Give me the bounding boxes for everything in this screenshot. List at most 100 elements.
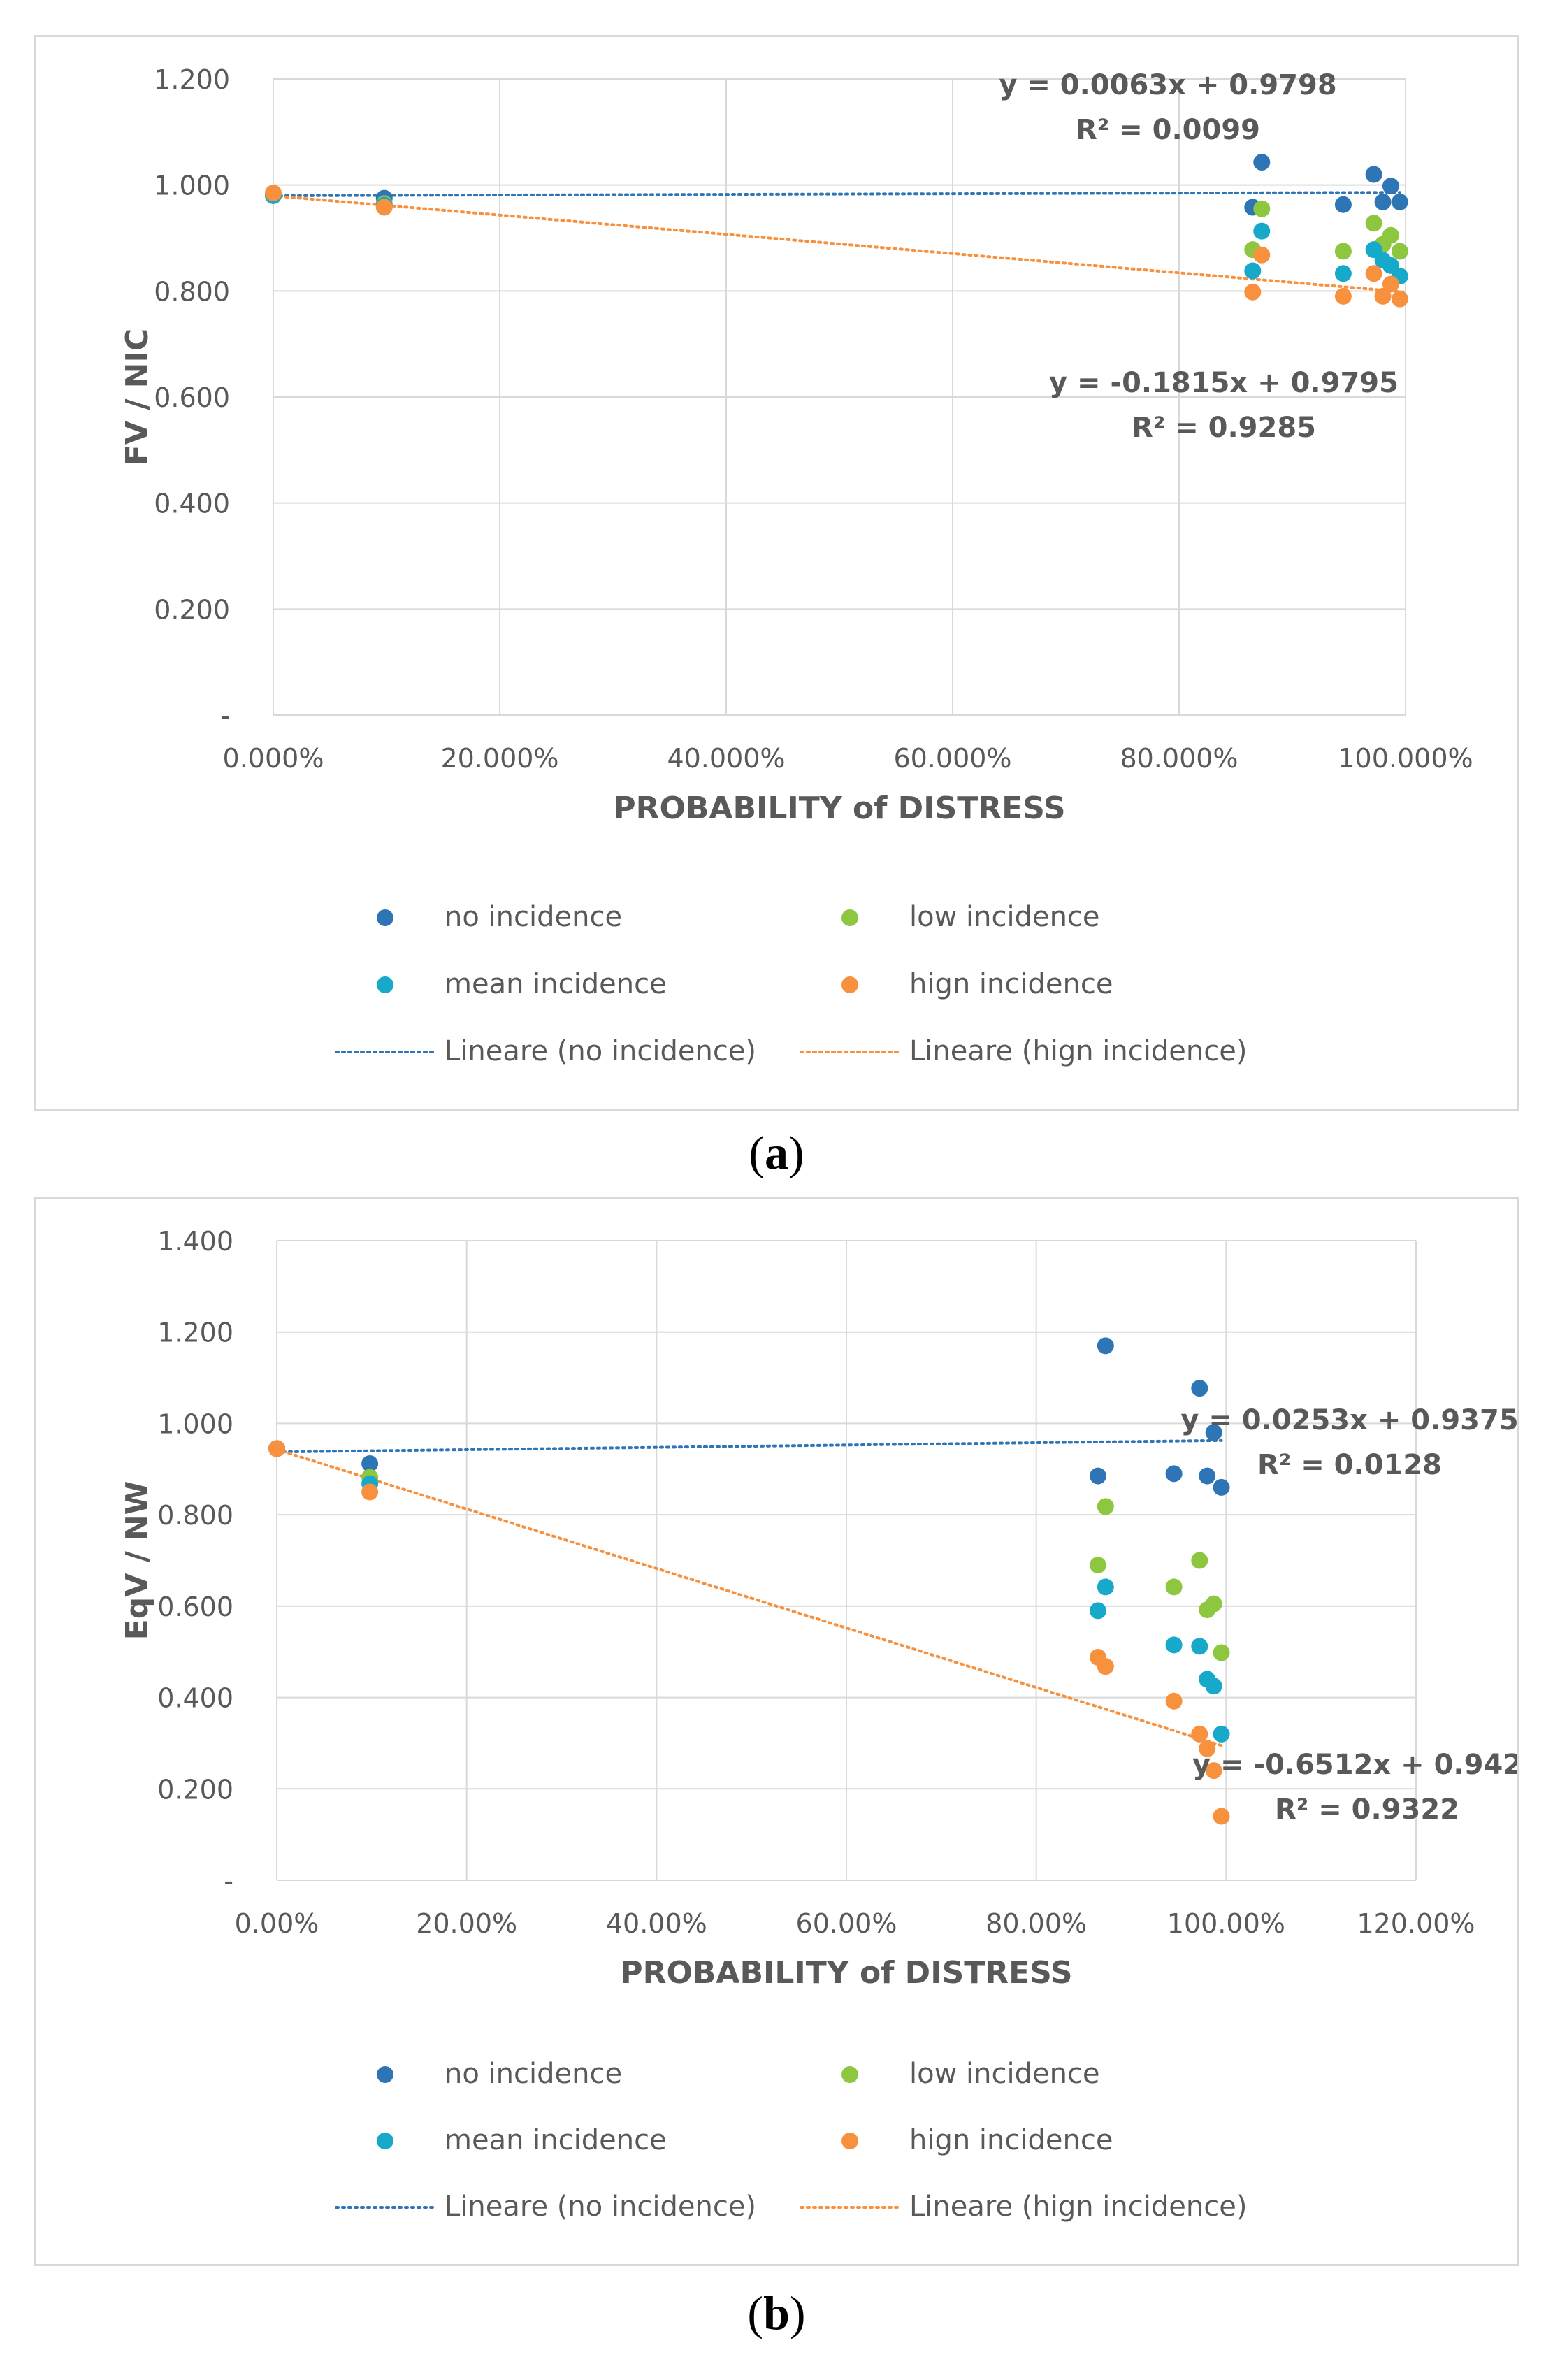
x-tick-label-b-6: 120.00% <box>1357 1908 1475 1939</box>
trend-r2-a-high: R² = 0.9285 <box>1132 412 1316 444</box>
legend-label-a-lin-no: Lineare (no incidence) <box>445 1035 756 1067</box>
legend-marker-b-low <box>841 2066 858 2083</box>
legend-label-a-lin-high: Lineare (hign incidence) <box>909 1035 1247 1067</box>
x-tick-label-b-2: 40.00% <box>606 1908 707 1939</box>
point-b-no-4 <box>1165 1465 1183 1483</box>
point-a-no-7 <box>1382 178 1399 195</box>
point-a-low-5 <box>1365 215 1382 232</box>
point-b-high-4 <box>1165 1692 1183 1710</box>
point-b-no-1 <box>361 1455 379 1472</box>
x-tick-label-a-3: 60.000% <box>893 743 1011 774</box>
scatter-chart-b: - 0.200 0.400 0.600 0.800 1.000 1.200 1.400 0.00… <box>120 1226 1542 2223</box>
point-b-high-8 <box>1213 1808 1230 1825</box>
point-a-mean-2 <box>1244 262 1262 280</box>
y-tick-label-b-7: 1.400 <box>157 1226 233 1257</box>
legend-marker-a-low <box>841 909 858 926</box>
chart-panel-b: - 0.200 0.400 0.600 0.800 1.000 1.200 1.400 0.00… <box>34 1197 1542 2266</box>
trendline-a-no <box>272 191 1401 197</box>
point-a-high-3 <box>1253 246 1271 264</box>
point-a-high-6 <box>1374 287 1392 305</box>
x-axis-title-b: PROBABILITY of DISTRESS <box>620 1955 1072 1991</box>
caption-b-letter: b <box>763 2286 790 2339</box>
y-tick-label-a-4: 0.800 <box>154 276 230 307</box>
x-tick-label-b-4: 80.00% <box>985 1908 1087 1939</box>
legend-label-b-no: no incidence <box>445 2058 622 2090</box>
y-tick-label-b-1: 0.200 <box>157 1774 233 1805</box>
legend-label-a-no: no incidence <box>445 901 622 933</box>
legend-label-b-lin-no: Lineare (no incidence) <box>445 2191 756 2223</box>
y-tick-label-b-0: - <box>224 1866 233 1896</box>
legend-label-b-mean: mean incidence <box>445 2124 667 2156</box>
trend-r2-b-no: R² = 0.0128 <box>1257 1449 1442 1481</box>
legend-label-b-high: hign incidence <box>909 2124 1113 2156</box>
trendline-a-high <box>272 194 1401 294</box>
x-tick-label-a-4: 80.000% <box>1120 743 1238 774</box>
y-tick-label-a-1: 0.200 <box>154 594 230 625</box>
point-b-mean-2 <box>1089 1602 1106 1620</box>
legend-label-a-low: low incidence <box>909 901 1100 933</box>
legend-label-b-lin-high: Lineare (hign incidence) <box>909 2191 1247 2223</box>
point-a-no-3 <box>1253 154 1271 171</box>
point-a-high-1 <box>375 199 393 216</box>
trend-equation-a-high: y = -0.1815x + 0.9795 <box>1049 367 1399 399</box>
point-a-low-4 <box>1334 243 1352 260</box>
chart-panel-a: - 0.200 0.400 0.600 0.800 1.000 1.200 0.000% 20.… <box>34 35 1519 1111</box>
y-tick-label-b-4: 0.800 <box>157 1500 233 1531</box>
point-a-high-4 <box>1334 287 1352 305</box>
point-b-no-7 <box>1205 1424 1222 1441</box>
x-tick-label-b-1: 20.00% <box>416 1908 517 1939</box>
x-tick-label-a-5: 100.000% <box>1338 743 1473 774</box>
point-a-mean-3 <box>1253 222 1271 240</box>
trendline-b-high <box>275 1448 1223 1747</box>
legend-marker-a-high <box>841 976 858 993</box>
x-tick-label-a-0: 0.000% <box>223 743 324 774</box>
point-b-no-3 <box>1097 1337 1114 1355</box>
point-b-no-8 <box>1213 1478 1230 1496</box>
point-b-no-6 <box>1199 1467 1216 1485</box>
trendline-b-no <box>275 1438 1223 1454</box>
point-a-high-2 <box>1244 283 1262 301</box>
trend-r2-a-no: R² = 0.0099 <box>1076 114 1260 146</box>
point-b-high-7 <box>1205 1762 1222 1780</box>
x-axis-title-a: PROBABILITY of DISTRESS <box>613 791 1065 826</box>
point-a-high-8 <box>1391 290 1408 308</box>
x-tick-label-b-0: 0.00% <box>235 1908 319 1939</box>
point-b-high-0 <box>268 1440 285 1457</box>
y-tick-label-b-6: 1.200 <box>157 1318 233 1348</box>
point-a-low-7 <box>1382 226 1399 244</box>
point-b-no-5 <box>1191 1380 1208 1397</box>
point-b-mean-5 <box>1191 1638 1208 1655</box>
point-a-no-4 <box>1334 196 1352 213</box>
y-tick-label-a-3: 0.600 <box>154 382 230 413</box>
point-a-mean-4 <box>1334 265 1352 282</box>
x-tick-label-b-5: 100.00% <box>1167 1908 1285 1939</box>
point-b-low-4 <box>1165 1578 1183 1596</box>
point-b-low-5 <box>1191 1552 1208 1569</box>
point-a-no-6 <box>1374 193 1392 210</box>
point-b-mean-3 <box>1097 1578 1114 1596</box>
y-tick-label-b-5: 1.000 <box>157 1408 233 1439</box>
point-a-low-3 <box>1253 200 1271 217</box>
x-tick-label-a-2: 40.000% <box>667 743 785 774</box>
point-b-low-3 <box>1097 1498 1114 1515</box>
point-b-low-8 <box>1213 1644 1230 1661</box>
y-tick-label-a-5: 1.000 <box>154 171 230 201</box>
legend-marker-b-high <box>841 2133 858 2149</box>
y-tick-label-a-6: 1.200 <box>154 64 230 95</box>
point-a-high-0 <box>265 185 282 202</box>
point-a-no-8 <box>1391 193 1408 210</box>
point-b-high-5 <box>1191 1725 1208 1743</box>
caption-a: (a) <box>749 1126 804 1179</box>
legend-label-b-low: low incidence <box>909 2058 1100 2090</box>
y-axis-title-b: EqV / NW <box>120 1481 155 1640</box>
legend-marker-b-mean <box>377 2133 393 2149</box>
y-tick-label-b-3: 0.600 <box>157 1592 233 1622</box>
trend-equation-b-no: y = 0.0253x + 0.9375 <box>1180 1404 1517 1436</box>
point-b-mean-7 <box>1205 1678 1222 1695</box>
point-a-no-5 <box>1365 166 1382 183</box>
legend-marker-a-mean <box>377 976 393 993</box>
point-b-no-2 <box>1089 1467 1106 1485</box>
y-tick-label-a-0: - <box>220 700 230 731</box>
trend-r2-b-high: R² = 0.9322 <box>1275 1794 1459 1826</box>
scatter-chart-a: - 0.200 0.400 0.600 0.800 1.000 1.200 0.000% 20.… <box>120 64 1473 1067</box>
